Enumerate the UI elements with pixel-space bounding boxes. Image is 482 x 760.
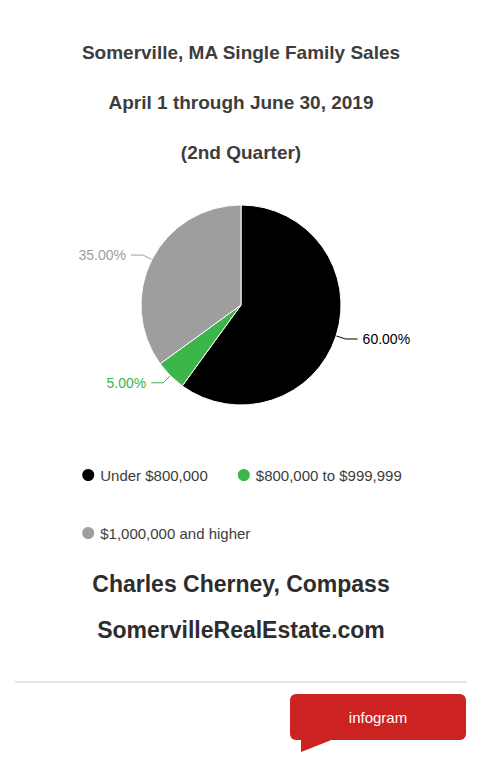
svg-text:SomervilleRealEstate.com: SomervilleRealEstate.com xyxy=(97,617,385,643)
svg-text:Under $800,000: Under $800,000 xyxy=(100,467,208,484)
svg-text:35.00%: 35.00% xyxy=(79,247,126,263)
svg-text:Charles Cherney, Compass: Charles Cherney, Compass xyxy=(92,571,389,597)
svg-text:Somerville, MA Single Family S: Somerville, MA Single Family Sales xyxy=(82,42,400,63)
svg-text:$1,000,000 and higher: $1,000,000 and higher xyxy=(100,525,250,542)
svg-text:60.00%: 60.00% xyxy=(363,331,410,347)
svg-text:(2nd Quarter): (2nd Quarter) xyxy=(181,142,301,163)
svg-text:$800,000 to $999,999: $800,000 to $999,999 xyxy=(256,467,402,484)
svg-text:April 1 through June 30, 2019: April 1 through June 30, 2019 xyxy=(108,92,373,113)
svg-text:infogram: infogram xyxy=(349,709,407,726)
svg-text:5.00%: 5.00% xyxy=(107,375,147,391)
